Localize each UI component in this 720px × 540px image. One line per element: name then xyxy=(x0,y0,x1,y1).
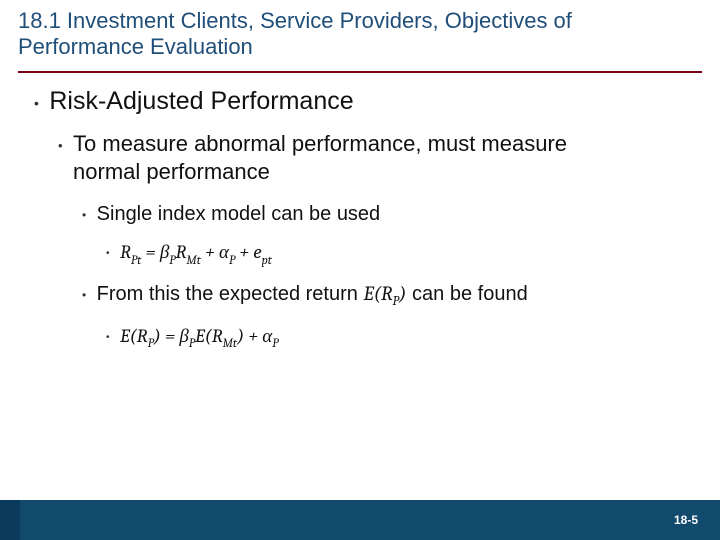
text-part: From this the expected return xyxy=(97,283,364,305)
math-var: E( xyxy=(120,325,137,347)
math-var: E( xyxy=(195,325,212,347)
bullet-level-4-formula: • RPt = βPRMt + αP + ept xyxy=(106,241,692,267)
bullet-text: From this the expected return E(RP) can … xyxy=(97,281,528,311)
math-var: ) xyxy=(399,282,406,305)
math-var: E(R xyxy=(363,282,392,305)
footer-accent xyxy=(0,500,20,540)
math-plus: + xyxy=(235,241,253,263)
math-var: R xyxy=(137,325,148,347)
bullet-dot-icon: • xyxy=(34,95,39,111)
math-eq: = xyxy=(141,241,159,263)
math-var: β xyxy=(160,241,169,263)
math-sub: Mt xyxy=(223,337,238,351)
slide-header: 18.1 Investment Clients, Service Provide… xyxy=(0,0,720,67)
bullet-dot-icon: • xyxy=(58,138,63,153)
math-sub: Pt xyxy=(131,254,142,268)
math-sub: Mt xyxy=(186,254,201,268)
math-plus: + xyxy=(201,241,219,263)
math-sub: P xyxy=(229,254,235,268)
bullet-text: Risk-Adjusted Performance xyxy=(49,87,353,116)
math-var: α xyxy=(262,325,272,347)
text-part: can be found xyxy=(407,283,528,305)
math-sub: pt xyxy=(262,254,272,268)
formula-2: E(RP) = βPE(RMt) + αP xyxy=(120,325,278,351)
bullet-level-3: • From this the expected return E(RP) ca… xyxy=(82,281,692,311)
math-var: R xyxy=(212,325,223,347)
math-sub: P xyxy=(189,337,195,351)
bullet-dot-icon: • xyxy=(82,208,86,222)
bullet-level-1: • Risk-Adjusted Performance xyxy=(34,87,692,116)
bullet-dot-icon: • xyxy=(82,288,86,302)
math-var: ) xyxy=(154,325,161,347)
inline-math: E(RP) xyxy=(363,282,406,305)
math-plus: + xyxy=(244,325,262,347)
slide-title: 18.1 Investment Clients, Service Provide… xyxy=(18,8,702,61)
math-sub: P xyxy=(148,337,154,351)
bullet-dot-icon: • xyxy=(106,332,110,343)
page-number: 18-5 xyxy=(674,513,698,527)
bullet-text: Single index model can be used xyxy=(97,201,381,227)
bullet-level-2: • To measure abnormal performance, must … xyxy=(58,130,692,187)
bullet-dot-icon: • xyxy=(106,248,110,259)
math-sub: P xyxy=(272,337,278,351)
bullet-level-3: • Single index model can be used xyxy=(82,201,692,227)
bullet-text: To measure abnormal performance, must me… xyxy=(73,130,633,187)
slide-content: • Risk-Adjusted Performance • To measure… xyxy=(0,73,720,351)
math-eq: = xyxy=(161,325,179,347)
math-sub: P xyxy=(169,254,175,268)
bullet-level-4-formula: • E(RP) = βPE(RMt) + αP xyxy=(106,325,692,351)
footer-bar: 18-5 xyxy=(20,500,720,540)
math-var: e xyxy=(253,241,261,263)
math-var: β xyxy=(179,325,188,347)
math-var: α xyxy=(219,241,229,263)
math-var: R xyxy=(176,241,187,263)
formula-1: RPt = βPRMt + αP + ept xyxy=(120,241,272,267)
math-var: R xyxy=(120,241,131,263)
slide-footer: 18-5 xyxy=(0,500,720,540)
